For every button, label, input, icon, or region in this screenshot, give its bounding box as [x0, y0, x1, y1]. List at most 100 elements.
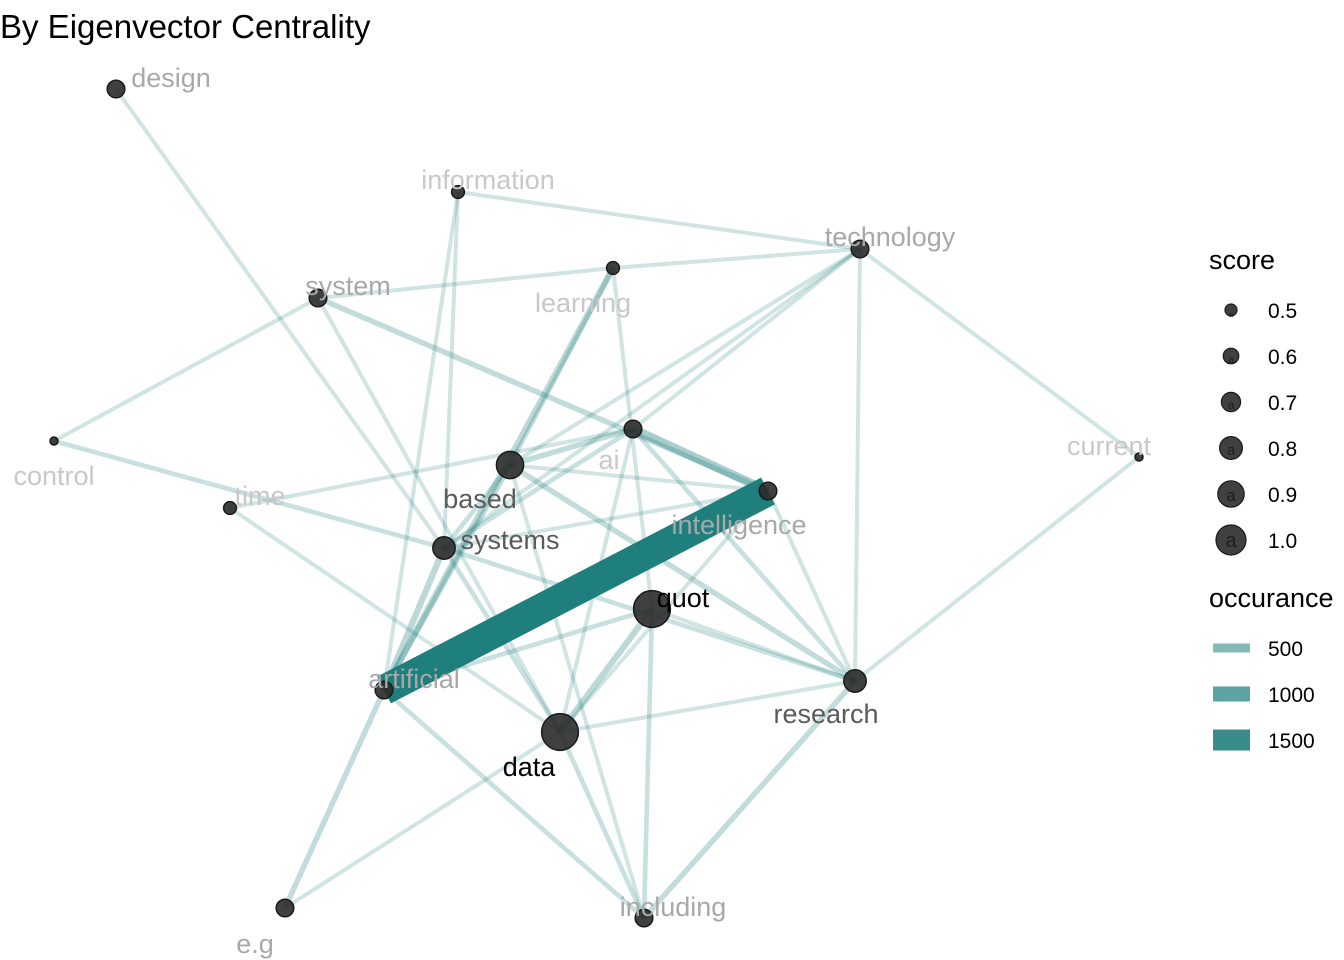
node-label-based: based [443, 484, 517, 514]
node-system [308, 288, 328, 308]
score-legend-key-4 [1217, 480, 1245, 508]
node-label-data: data [503, 752, 557, 782]
occurance-legend-label-0: 500 [1268, 638, 1303, 661]
edge-artificial-including [382, 688, 646, 920]
edges-layer [53, 87, 1141, 920]
edge-system-intelligence [316, 295, 770, 494]
node-e_g [275, 898, 295, 918]
edge-based-research [508, 462, 857, 684]
node-label-time: time [234, 481, 285, 511]
edge-ai-research [631, 427, 857, 683]
node-data [540, 712, 580, 752]
edge-current-research [853, 455, 1141, 683]
node-systems [432, 536, 456, 560]
node-current [1134, 452, 1144, 462]
node-label-technology: technology [825, 222, 956, 252]
node-control [49, 436, 59, 446]
node-including [634, 908, 654, 928]
score-legend-label-2: 0.7 [1268, 392, 1297, 415]
node-learning [605, 260, 621, 276]
edge-technology-research [853, 248, 862, 682]
edge-data-research [559, 679, 856, 734]
edge-based-including [508, 464, 646, 919]
score-legend-glyph-4: a [1226, 486, 1236, 505]
node-label-system: system [305, 271, 391, 301]
edge-systems-intelligence [443, 489, 769, 550]
edge-quot-data [557, 607, 655, 734]
graph-title: By Eigenvector Centrality [0, 8, 371, 45]
node-label-artificial: artificial [368, 664, 460, 694]
node-intelligence [758, 481, 778, 501]
edge-ai-data [558, 428, 635, 733]
score-legend-key-5 [1215, 524, 1247, 556]
edge-ai-based [509, 426, 634, 468]
node-label-quot: quot [657, 583, 710, 613]
node-label-control: control [13, 461, 94, 491]
occurance-legend-title: occurance [1209, 583, 1334, 613]
occurance-legend-key-0 [1213, 643, 1250, 653]
edge-information-technology [457, 190, 861, 251]
score-legend-key-2 [1220, 391, 1242, 413]
occurance-legend-items: 500 1000 1500 [1213, 638, 1315, 753]
score-legend-glyph-0: a [1229, 310, 1234, 319]
score-legend-label-0: 0.5 [1268, 300, 1297, 323]
score-legend-glyph-3: a [1227, 442, 1236, 459]
node-based [495, 450, 525, 480]
edge-quot-artificial [383, 606, 653, 693]
node-ai [623, 419, 643, 439]
node-label-intelligence: intelligence [671, 510, 806, 540]
edge-technology-systems [442, 247, 862, 550]
edge-intelligence-research [766, 490, 857, 682]
edge-research-including [641, 679, 858, 920]
occurance-legend-label-1: 1000 [1268, 684, 1315, 707]
node-information [450, 184, 466, 200]
node-label-ai: ai [598, 445, 619, 475]
occurance-legend-key-2 [1213, 729, 1250, 751]
node-label-current: current [1067, 431, 1152, 461]
node-label-including: including [620, 892, 727, 922]
occurance-legend-label-2: 1500 [1268, 730, 1315, 753]
node-label-systems: systems [460, 525, 559, 555]
node-artificial [374, 680, 394, 700]
score-legend-key-0 [1224, 303, 1238, 317]
edge-artificial-intelligence [377, 477, 775, 704]
score-legend-label-1: 0.6 [1268, 346, 1297, 369]
edge-learning-technology [612, 247, 861, 270]
edge-information-systems [442, 191, 460, 549]
score-legend-glyph-2: a [1228, 398, 1235, 412]
score-legend-key-1 [1222, 347, 1240, 365]
node-research [843, 669, 867, 693]
score-legend-glyph-1: a [1228, 355, 1234, 366]
edge-quot-research [651, 607, 856, 683]
edge-based-systems [442, 463, 512, 550]
edge-data-e_g [283, 730, 562, 910]
node-design [106, 79, 126, 99]
node-label-information: information [421, 165, 555, 195]
edge-technology-based [508, 247, 862, 467]
edge-based-intelligence [509, 463, 769, 493]
edge-control-systems [53, 438, 445, 551]
edge-ai-intelligence [631, 425, 770, 495]
node-quot [632, 589, 672, 629]
edge-technology-ai [631, 247, 862, 431]
edge-systems-data [442, 546, 562, 734]
edge-design-systems [114, 87, 446, 550]
score-legend-label-3: 0.8 [1268, 438, 1297, 461]
edge-system-data [316, 297, 562, 733]
node-time [222, 500, 238, 516]
node-label-design: design [131, 63, 211, 93]
edge-quot-including [641, 608, 655, 919]
node-label-e_g: e.g [236, 929, 274, 959]
edge-systems-artificial [381, 546, 447, 692]
edge-technology-current [858, 247, 1141, 459]
score-legend-glyph-5: a [1225, 530, 1237, 552]
node-label-learning: learning [535, 288, 631, 318]
edge-system-learning [317, 266, 614, 300]
labels-layer: design information technology system learnin… [13, 63, 1151, 959]
nodes-layer [49, 79, 1144, 928]
legend: score a 0.5 a 0.6 a 0.7 a 0.8 a 0.9 a 1.0 occurance… [1209, 245, 1334, 753]
edge-time-ai [229, 427, 634, 510]
score-legend-title: score [1209, 245, 1275, 275]
edge-information-artificial [382, 191, 460, 691]
